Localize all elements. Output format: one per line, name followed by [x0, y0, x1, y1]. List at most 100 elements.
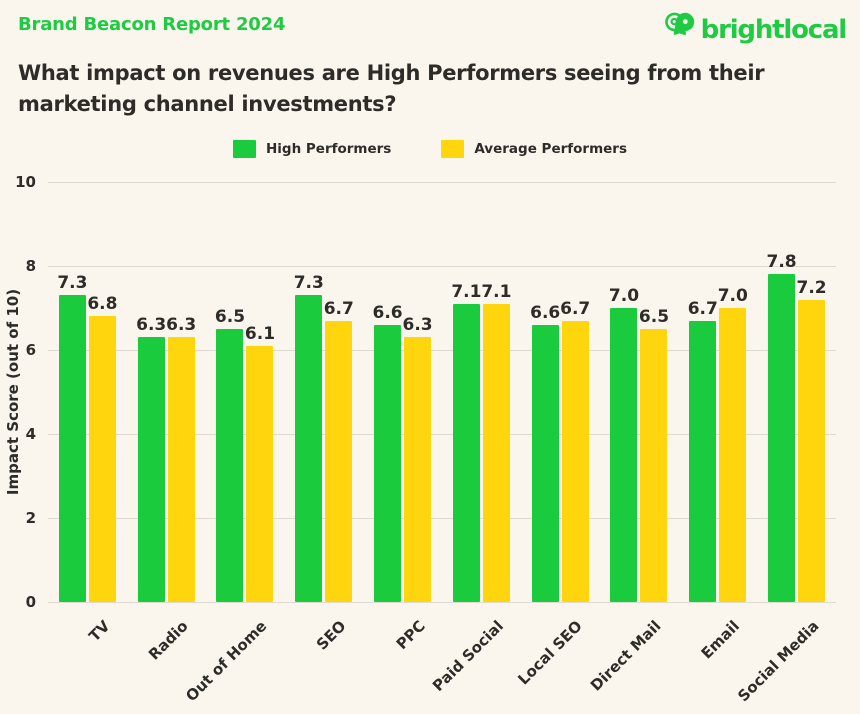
- bar-group-out-of-home: 6.5 6.1 Out of Home: [183, 182, 285, 706]
- page-title-line2: marketing channel investments?: [18, 92, 397, 116]
- bar-column: 7.0: [608, 286, 640, 602]
- bar-value-label: 6.5: [214, 307, 246, 327]
- x-category-label: Local SEO: [514, 617, 586, 689]
- bar-value-label: 6.6: [372, 302, 403, 323]
- bar-column: 6.3: [136, 315, 167, 602]
- bar-average-performers: [719, 308, 747, 602]
- y-tick-label: 6: [25, 341, 36, 359]
- bar-column: 7.1: [451, 281, 482, 602]
- bar-high-performers: [531, 324, 559, 602]
- bar-value-label: 6.7: [687, 298, 718, 319]
- bar-value-label: 6.1: [244, 323, 276, 344]
- bar-value-label: 6.8: [87, 294, 118, 315]
- bar-average-performers: [404, 337, 432, 602]
- y-tick-label: 2: [25, 509, 36, 527]
- bar-group-seo: 7.3 6.7 SEO: [284, 182, 363, 654]
- bar-group-email: 6.7 7.0 Email: [678, 182, 757, 663]
- gridline: [48, 181, 836, 183]
- bar-column: 6.3: [166, 315, 197, 602]
- bar-average-performers: [640, 329, 668, 602]
- bar-average-performers: [246, 345, 274, 602]
- bar-value-label: 7.1: [481, 281, 512, 302]
- legend-swatch-icon: [441, 140, 465, 158]
- bar-column: 7.3: [293, 273, 324, 602]
- bar-column: 6.5: [214, 307, 246, 602]
- y-tick-label: 4: [25, 425, 36, 443]
- bar-column: 6.8: [87, 294, 118, 602]
- y-tick-label: 10: [15, 173, 36, 191]
- y-tick-label: 0: [25, 593, 36, 611]
- bar-group-radio: 6.3 6.3 Radio: [127, 182, 206, 664]
- bar-column: 6.3: [402, 315, 433, 602]
- legend-label: High Performers: [266, 141, 392, 157]
- bar-column: 6.1: [244, 323, 276, 602]
- gridline: [48, 265, 836, 267]
- bar-group-tv: 7.3 6.8 TV: [48, 182, 127, 645]
- bar-average-performers: [798, 299, 826, 602]
- bar-group-paid-social: 7.1 7.1 Paid Social: [429, 182, 521, 695]
- bar-column: 7.3: [57, 273, 88, 602]
- x-category-label: Direct Mail: [587, 617, 665, 695]
- bar-value-label: 7.8: [766, 252, 797, 273]
- gridline: [48, 349, 836, 351]
- bar-group-social-media: 7.8 7.2 Social Media: [734, 182, 836, 705]
- bar-column: 6.5: [638, 307, 670, 602]
- x-category-label: Email: [698, 617, 744, 663]
- chart-plot: Impact Score (out of 10) 0 2 4 6 8 10 7.3 6.8 T…: [4, 173, 836, 706]
- bar-high-performers: [295, 295, 323, 602]
- legend-swatch-icon: [233, 140, 256, 158]
- x-category-label: TV: [84, 617, 114, 646]
- bar-value-label: 6.6: [530, 302, 561, 323]
- bar-value-label: 6.5: [638, 307, 670, 327]
- bar-group-ppc: 6.6 6.3 PPC: [363, 182, 442, 653]
- y-axis-ticks: 0 2 4 6 8 10: [0, 173, 40, 611]
- y-tick-label: 8: [25, 257, 36, 275]
- bar-high-performers: [374, 324, 402, 602]
- bar-value-label: 7.3: [293, 273, 324, 294]
- brightlocal-heart-pin-icon: [662, 10, 698, 50]
- brightlocal-logo: brightlocal: [662, 10, 848, 50]
- page-title: What impact on revenues are High Perform…: [18, 58, 818, 120]
- bar-value-label: 6.3: [166, 315, 197, 336]
- bar-average-performers: [167, 337, 195, 602]
- bar-groups: 7.3 6.8 TV 6.3 6.3 Radio 6.5 6.1 Out of Home 7.3 6…: [48, 182, 836, 706]
- bar-average-performers: [561, 320, 589, 602]
- legend-item: High Performers: [233, 140, 391, 158]
- bar-value-label: 6.3: [402, 315, 433, 336]
- page-title-line1: What impact on revenues are High Perform…: [18, 61, 765, 85]
- bar-value-label: 7.0: [717, 286, 748, 306]
- bar-high-performers: [452, 303, 480, 602]
- x-category-label: Out of Home: [182, 617, 271, 706]
- bar-high-performers: [216, 329, 244, 602]
- bar-value-label: 6.3: [136, 315, 167, 336]
- bar-value-label: 6.7: [560, 298, 591, 319]
- gridline: [48, 601, 836, 603]
- bar-column: 6.7: [560, 298, 591, 602]
- bar-column: 6.7: [687, 298, 718, 602]
- bar-group-direct-mail: 7.0 6.5 Direct Mail: [587, 182, 679, 695]
- bar-column: 6.6: [530, 302, 561, 602]
- bar-high-performers: [58, 295, 86, 602]
- bar-value-label: 7.2: [796, 277, 827, 298]
- bar-average-performers: [482, 303, 510, 602]
- bar-value-label: 7.3: [57, 273, 88, 294]
- x-category-label: SEO: [312, 617, 350, 654]
- x-category-label: Paid Social: [429, 617, 508, 695]
- bar-average-performers: [325, 320, 353, 602]
- bar-group-local-seo: 6.6 6.7 Local SEO: [514, 182, 600, 688]
- brightlocal-wordmark: brightlocal: [700, 15, 848, 45]
- bar-high-performers: [768, 274, 796, 602]
- bar-value-label: 7.0: [608, 286, 640, 306]
- bar-column: 7.8: [766, 252, 797, 602]
- bar-value-label: 7.1: [451, 281, 482, 302]
- bar-column: 7.2: [796, 277, 827, 602]
- bar-column: 6.6: [372, 302, 403, 602]
- bar-high-performers: [137, 337, 165, 602]
- bar-column: 7.0: [717, 286, 748, 602]
- bar-high-performers: [610, 308, 638, 602]
- bar-high-performers: [689, 320, 717, 602]
- report-label: Brand Beacon Report 2024: [18, 14, 286, 35]
- x-category-label: Social Media: [734, 617, 823, 706]
- x-category-label: Radio: [145, 617, 192, 664]
